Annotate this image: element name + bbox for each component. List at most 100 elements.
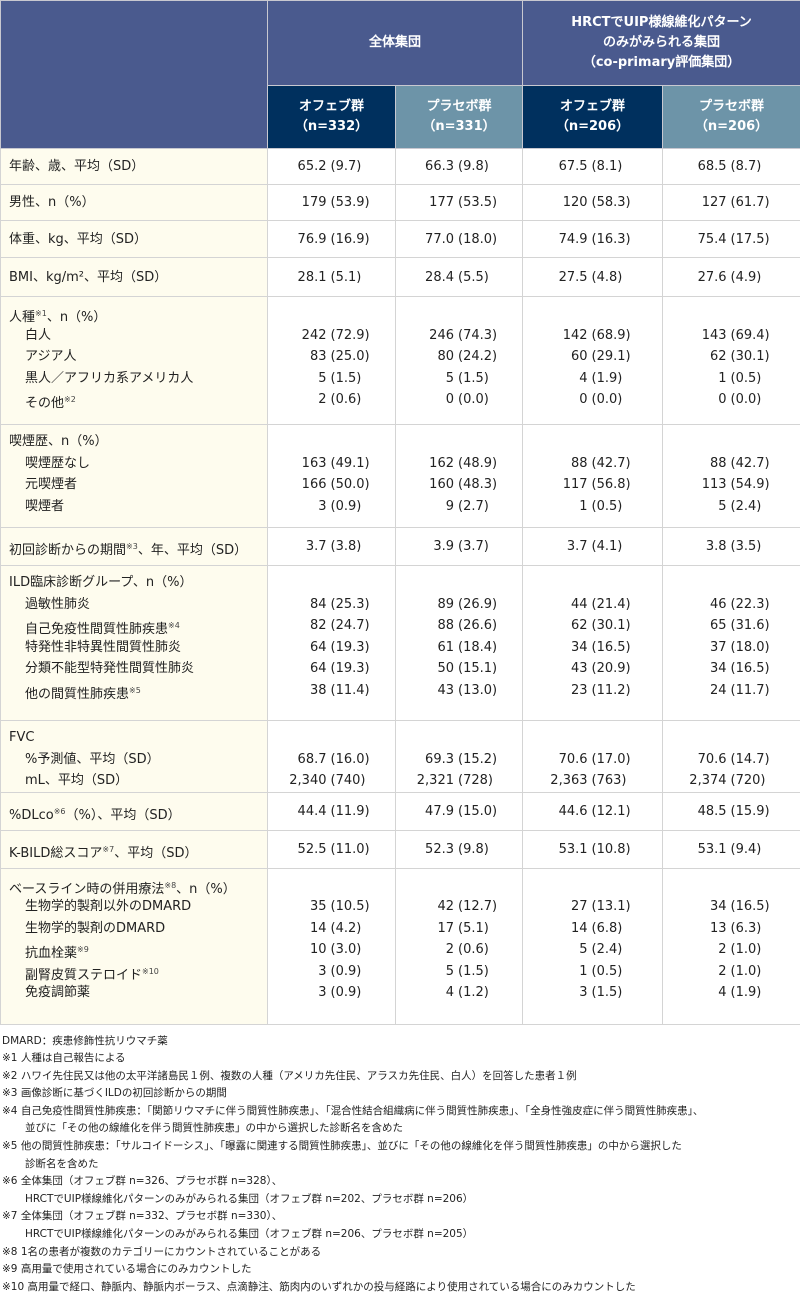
value-count: 14 bbox=[546, 918, 588, 940]
value-count: 113 bbox=[685, 474, 727, 496]
footnote: ※2 ハワイ先住民又は他の太平洋諸島民１例、複数の人種（アメリカ先住民、アラスカ… bbox=[2, 1068, 800, 1086]
value-count: 28.1 bbox=[285, 267, 327, 289]
spacer bbox=[396, 572, 522, 594]
value: 163(49.1) bbox=[268, 453, 395, 475]
footnote: ※4 自己免疫性間質性肺疾患：「関節リウマチに伴う間質性肺疾患」、「混合性結合組… bbox=[2, 1103, 800, 1121]
value-count: 117 bbox=[546, 474, 588, 496]
value: 66.3(9.8) bbox=[396, 156, 522, 178]
value-paren: (2.4) bbox=[588, 939, 640, 961]
spacer bbox=[523, 303, 662, 325]
value: 142(68.9) bbox=[523, 325, 662, 347]
value: 68.5(8.7) bbox=[663, 156, 800, 178]
value-count: 3 bbox=[546, 982, 588, 1004]
value-count: 34 bbox=[685, 658, 727, 680]
spacer bbox=[663, 431, 800, 453]
value-paren: (18.0) bbox=[454, 229, 506, 251]
label-text: 年齢、歳、平均（SD） bbox=[9, 159, 144, 174]
header-ofev-uip: オフェブ群（n=206） bbox=[523, 86, 663, 149]
value-paren: (720) bbox=[727, 770, 779, 792]
value-count: 1 bbox=[685, 368, 727, 390]
value-paren: (1.9) bbox=[588, 368, 640, 390]
value-paren: (17.0) bbox=[588, 749, 640, 771]
value-count: 9 bbox=[412, 496, 454, 518]
row-label: FVC bbox=[9, 727, 267, 749]
row-label: %DLco※6（%）、平均（SD） bbox=[9, 801, 267, 823]
value-cell: 70.6(14.7)2,374(720) bbox=[663, 721, 800, 793]
spacer bbox=[663, 572, 800, 594]
row-label: アジア人 bbox=[9, 346, 267, 368]
row-label: 喫煙者 bbox=[9, 496, 267, 518]
value: 64(19.3) bbox=[268, 637, 395, 659]
value-count: 37 bbox=[685, 637, 727, 659]
value: 5(1.5) bbox=[396, 368, 522, 390]
value: 44(21.4) bbox=[523, 594, 662, 616]
spacer bbox=[396, 303, 522, 325]
value: 0(0.0) bbox=[523, 389, 662, 411]
col-n: （n=331） bbox=[396, 117, 522, 137]
spacer bbox=[396, 727, 522, 749]
value: 1(0.5) bbox=[663, 368, 800, 390]
spacer bbox=[268, 875, 395, 897]
value-cell: 142(68.9)60(29.1)4(1.9)0(0.0) bbox=[523, 297, 663, 425]
value-count: 160 bbox=[412, 474, 454, 496]
value-count: 10 bbox=[285, 939, 327, 961]
value-count: 82 bbox=[285, 615, 327, 637]
value: 27(13.1) bbox=[523, 896, 662, 918]
value-cell: 162(48.9)160(48.3)9(2.7) bbox=[396, 425, 523, 528]
value-paren: (0.9) bbox=[327, 496, 379, 518]
footnote: DMARD：疾患修飾性抗リウマチ薬 bbox=[2, 1033, 800, 1051]
value: 60(29.1) bbox=[523, 346, 662, 368]
value-count: 42 bbox=[412, 896, 454, 918]
value-count: 162 bbox=[412, 453, 454, 475]
row-label-cell: 人種※1、n（%）白人アジア人黒人／アフリカ系アメリカ人その他※2 bbox=[1, 297, 268, 425]
table-row: FVC%予測値、平均（SD）mL、平均（SD）68.7(16.0)2,340(7… bbox=[1, 721, 800, 793]
value-cell: 179(53.9) bbox=[268, 185, 396, 221]
value-paren: (50.0) bbox=[327, 474, 379, 496]
value: 68.7(16.0) bbox=[268, 749, 395, 771]
value: 4(1.9) bbox=[663, 982, 800, 1004]
label-text: 分類不能型特発性間質性肺炎 bbox=[25, 661, 194, 676]
value-paren: (25.0) bbox=[327, 346, 379, 368]
label-text: 元喫煙者 bbox=[25, 477, 77, 492]
value: 76.9(16.9) bbox=[268, 229, 395, 251]
row-label: 初回診断からの期間※3、年、平均（SD） bbox=[9, 536, 267, 558]
row-label: ベースライン時の併用療法※8、n（%） bbox=[9, 875, 267, 897]
value-count: 64 bbox=[285, 658, 327, 680]
value-cell: 27.6(4.9) bbox=[663, 258, 800, 297]
value-paren: (24.2) bbox=[454, 346, 506, 368]
value-cell: 75.4(17.5) bbox=[663, 221, 800, 258]
value-cell: 35(10.5)14(4.2)10(3.0)3(0.9)3(0.9) bbox=[268, 868, 396, 1024]
value-cell: 44.6(12.1) bbox=[523, 792, 663, 830]
label-text: 黒人／アフリカ系アメリカ人 bbox=[25, 371, 193, 386]
value-paren: (74.3) bbox=[454, 325, 506, 347]
value: 5(1.5) bbox=[396, 961, 522, 983]
value-count: 1 bbox=[546, 961, 588, 983]
value-cell: 42(12.7)17(5.1)2(0.6)5(1.5)4(1.2) bbox=[396, 868, 523, 1024]
value-cell: 46(22.3)65(31.6)37(18.0)34(16.5)24(11.7) bbox=[663, 566, 800, 721]
value: 38(11.4) bbox=[268, 680, 395, 702]
value: 2(1.0) bbox=[663, 939, 800, 961]
row-label-cell: K-BILD総スコア※7、平均（SD） bbox=[1, 830, 268, 868]
value-count: 127 bbox=[685, 192, 727, 214]
value-cell: 70.6(17.0)2,363(763) bbox=[523, 721, 663, 793]
value-paren: (1.2) bbox=[454, 982, 506, 1004]
value-paren: (11.9) bbox=[327, 801, 379, 823]
value-count: 74.9 bbox=[546, 229, 588, 251]
value-count: 5 bbox=[412, 961, 454, 983]
value-paren: (18.4) bbox=[454, 637, 506, 659]
value-paren: (11.4) bbox=[327, 680, 379, 702]
value-count: 80 bbox=[412, 346, 454, 368]
value: 3(1.5) bbox=[523, 982, 662, 1004]
value-count: 14 bbox=[285, 918, 327, 940]
value: 77.0(18.0) bbox=[396, 229, 522, 251]
value-count: 2 bbox=[412, 939, 454, 961]
row-label: 喫煙歴、n（%） bbox=[9, 431, 267, 453]
value: 47.9(15.0) bbox=[396, 801, 522, 823]
value: 74.9(16.3) bbox=[523, 229, 662, 251]
value-count: 3 bbox=[285, 496, 327, 518]
value-cell: 143(69.4)62(30.1)1(0.5)0(0.0) bbox=[663, 297, 800, 425]
value: 70.6(17.0) bbox=[523, 749, 662, 771]
row-label: 白人 bbox=[9, 325, 267, 347]
value-paren: (3.8) bbox=[327, 536, 379, 558]
